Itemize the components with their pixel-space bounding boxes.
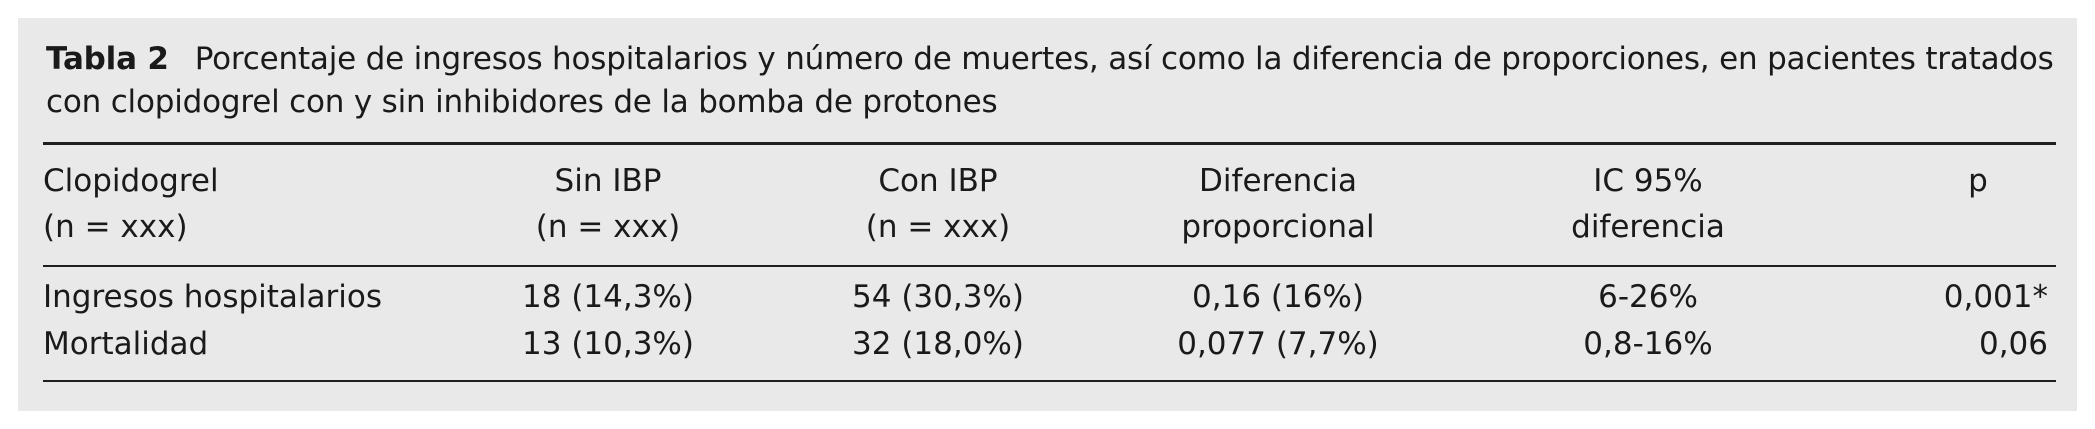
cell-mortalidad-con-ibp: 32 (18,0%) xyxy=(852,326,1024,362)
table-caption: Tabla 2 Porcentaje de ingresos hospitalar… xyxy=(46,38,2061,124)
caption-text: Porcentaje de ingresos hospitalarios y n… xyxy=(46,41,2054,120)
header-diferencia: Diferencia xyxy=(1199,163,1357,199)
header-p: p xyxy=(1968,163,1988,199)
table-panel: Tabla 2 Porcentaje de ingresos hospitalar… xyxy=(18,18,2077,411)
bottom-rule xyxy=(43,380,2056,382)
cell-ingresos-con-ibp: 54 (30,3%) xyxy=(852,279,1024,315)
cell-mortalidad-sin-ibp: 13 (10,3%) xyxy=(522,326,694,362)
header-ic95-sub: diferencia xyxy=(1571,209,1725,245)
cell-mortalidad-ic95: 0,8-16% xyxy=(1583,326,1713,362)
cell-ingresos-p: 0,001* xyxy=(1943,279,2048,315)
cell-ingresos-ic95: 6-26% xyxy=(1598,279,1698,315)
header-diferencia-sub: proporcional xyxy=(1181,209,1375,245)
cell-ingresos-sin-ibp: 18 (14,3%) xyxy=(522,279,694,315)
header-sin-ibp: Sin IBP xyxy=(554,163,662,199)
header-rule xyxy=(43,265,2056,267)
header-con-ibp-n: (n = xxx) xyxy=(865,209,1011,245)
cell-ingresos-diferencia: 0,16 (16%) xyxy=(1192,279,1364,315)
table-number: Tabla 2 xyxy=(46,41,169,77)
cell-mortalidad-diferencia: 0,077 (7,7%) xyxy=(1177,326,1379,362)
row-label-mortalidad: Mortalidad xyxy=(43,326,209,362)
header-clopidogrel: Clopidogrel xyxy=(43,163,219,199)
header-sin-ibp-n: (n = xxx) xyxy=(535,209,681,245)
row-label-ingresos: Ingresos hospitalarios xyxy=(43,279,383,315)
top-rule xyxy=(43,142,2056,145)
header-con-ibp: Con IBP xyxy=(878,163,998,199)
cell-mortalidad-p: 0,06 xyxy=(1978,326,2048,362)
header-ic95: IC 95% xyxy=(1593,163,1703,199)
header-clopidogrel-n: (n = xxx) xyxy=(43,209,188,245)
